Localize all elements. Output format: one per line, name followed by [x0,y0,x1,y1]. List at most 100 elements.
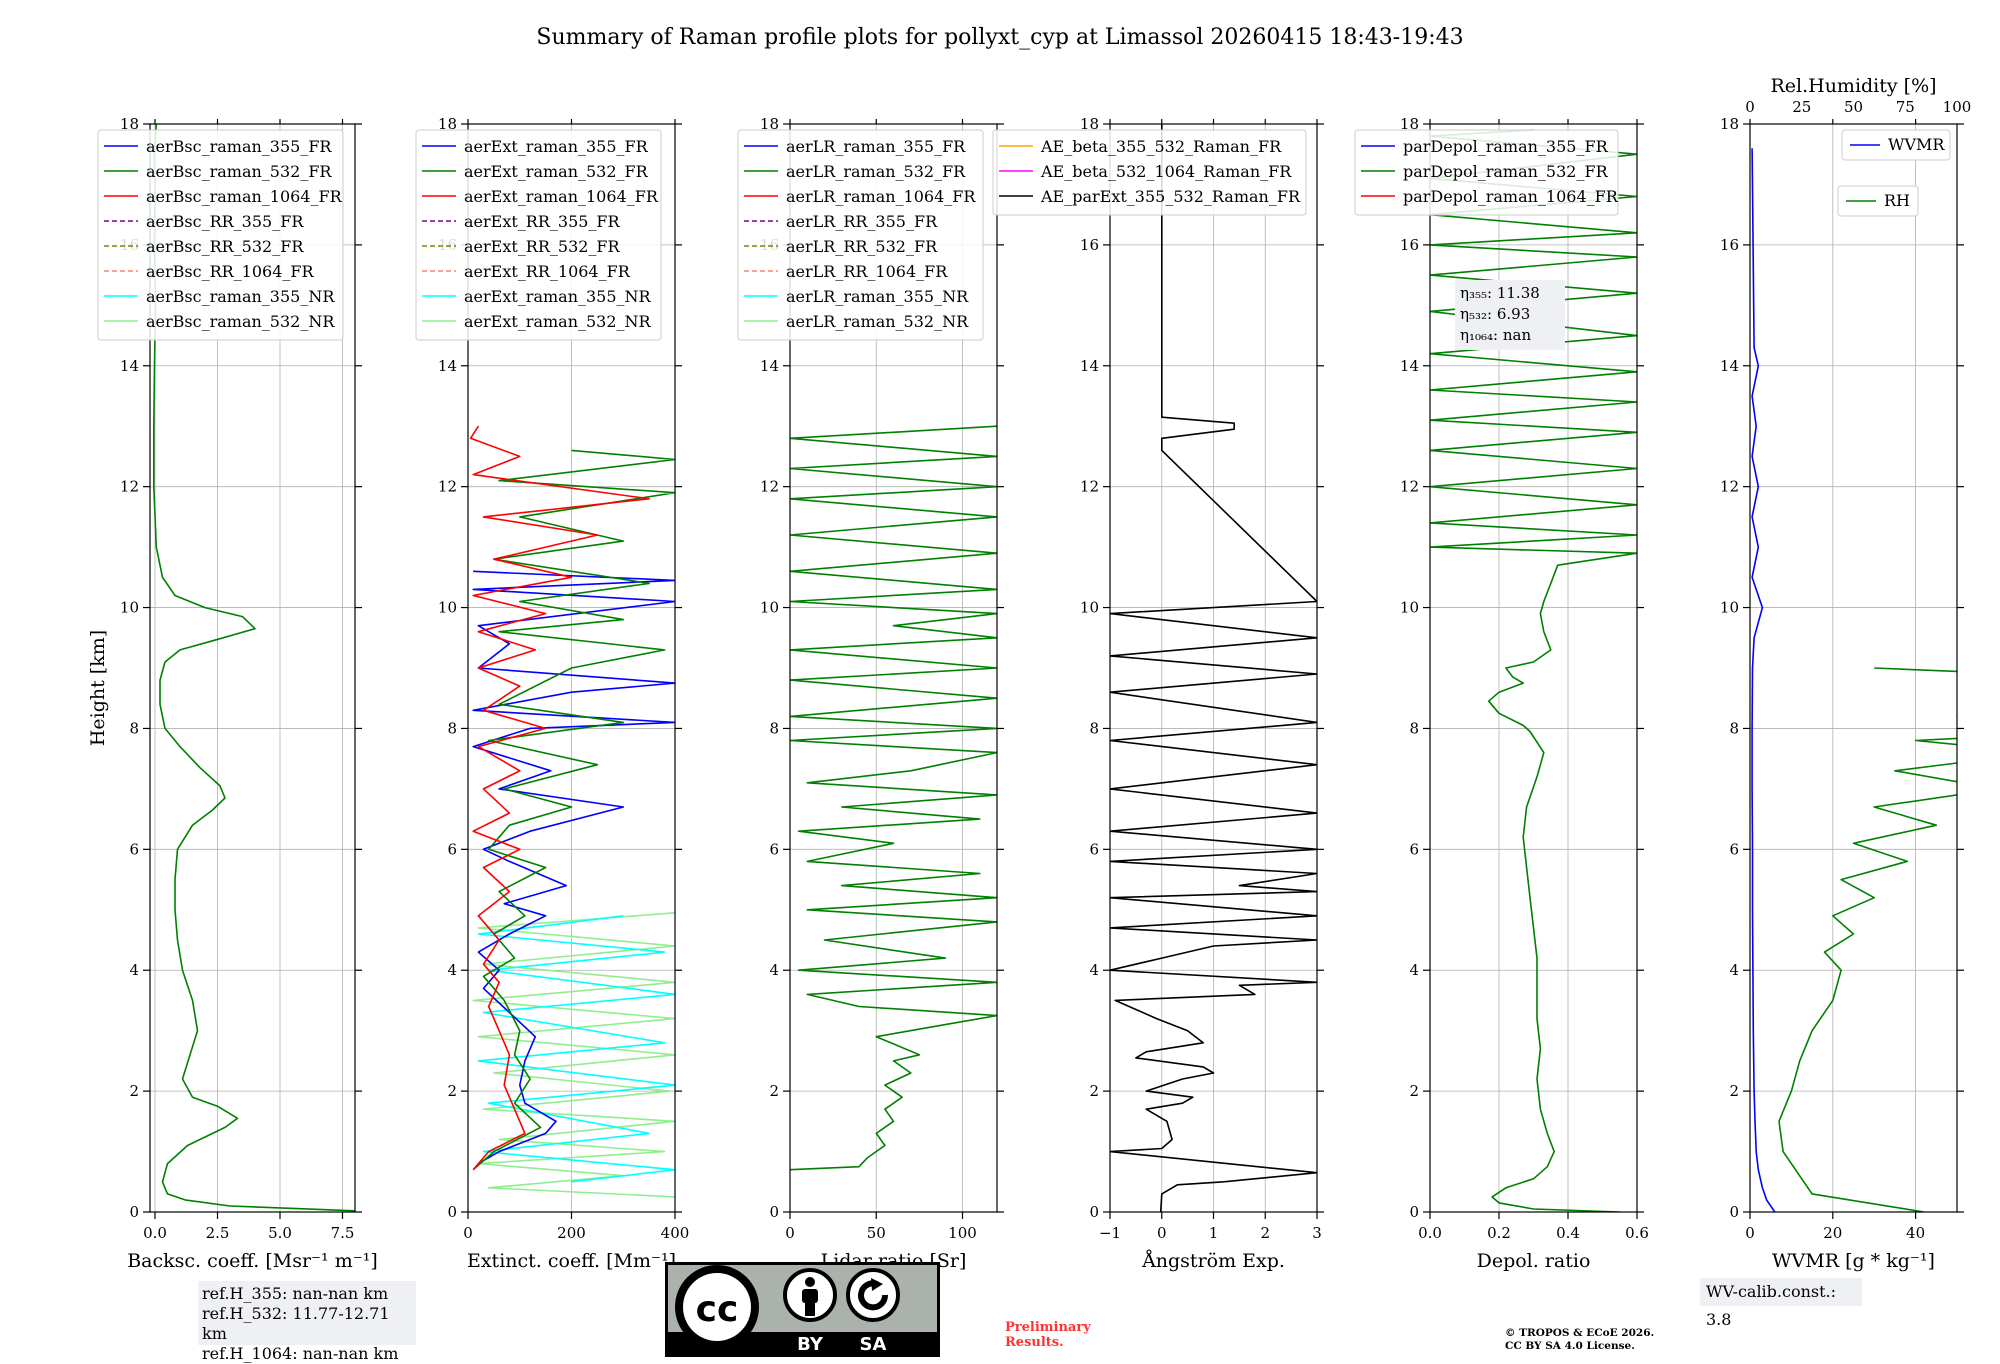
legend-label: aerExt_RR_355_FR [464,212,621,231]
legend-label: aerLR_raman_532_NR [786,312,969,331]
series-line-aerLR_raman_532_FR [790,425,997,1171]
top-tick-label: 100 [1943,98,1972,116]
y-tick-label: 10 [120,599,139,617]
y-tick-label: 6 [1409,840,1419,858]
legend-label: aerLR_RR_355_FR [786,212,938,231]
y-tick-label: 0 [129,1203,139,1221]
legend-label: AE_parExt_355_532_Raman_FR [1040,187,1301,206]
legend-label: aerBsc_raman_532_FR [146,162,332,181]
legend-label: parDepol_raman_355_FR [1403,137,1609,156]
y-tick-label: 8 [129,719,139,737]
y-tick-label: 12 [120,478,139,496]
top-axis-label: Rel.Humidity [%] [1770,75,1936,97]
cc-by-sa-badge: cc BY SA [665,1262,940,1357]
series-line-aerBsc_raman_532_FR [153,124,355,1212]
eta-label: η₁₀₆₄: nan [1460,326,1531,344]
y-tick-label: 12 [438,478,457,496]
y-tick-label: 0 [1409,1203,1419,1221]
axes-frame [1749,123,1958,1213]
panel-bsc: 0.02.55.07.5024681012141618Backsc. coeff… [97,115,378,1272]
legend: aerLR_raman_355_FR aerLR_raman_532_FR aerL… [737,129,984,341]
legend-label: aerLR_raman_532_FR [786,162,966,181]
x-tick-label: 7.5 [331,1224,355,1242]
legend: WVMR RH [1837,129,1951,217]
legend-label: aerExt_raman_355_FR [464,137,649,156]
y-tick-label: 12 [1080,478,1099,496]
y-tick-label: 4 [769,961,779,979]
y-tick-label: 10 [1080,599,1099,617]
y-tick-label: 6 [447,840,457,858]
legend-label: aerExt_raman_1064_FR [464,187,659,206]
legend-box [1354,129,1619,216]
series-line-RH [1778,667,1957,1212]
x-tick-label: 0.2 [1487,1224,1511,1242]
top-tick-label: 0 [1745,98,1755,116]
legend-label: parDepol_raman_1064_FR [1403,187,1619,206]
panel-wv: 0 20 40 0 2 4 6 8 10 12 14 16 18 WVMR [g * kg⁻¹] 0 25 50… [1720,75,1972,1272]
top-tick-label: 25 [1792,98,1811,116]
y-tick-label: 16 [1720,236,1739,254]
x-tick-label: 2.5 [206,1224,230,1242]
series-line-aerExt_raman_532_FR [472,449,675,1171]
legend-label: aerBsc_RR_532_FR [146,237,304,256]
y-tick-label: 0 [447,1203,457,1221]
sa-label: SA [860,1334,887,1355]
y-tick-label: 0 [1729,1203,1739,1221]
legend-box [415,129,662,341]
legend-label: aerLR_raman_1064_FR [786,187,976,206]
y-tick-label: 4 [129,961,139,979]
y-tick-label: 2 [447,1082,457,1100]
x-tick-label: 20 [1823,1224,1842,1242]
y-tick-label: 2 [769,1082,779,1100]
series-line-aerExt_raman_1064_FR [469,425,650,1171]
x-tick-label: 400 [661,1224,690,1242]
x-tick-label: 0.6 [1625,1224,1649,1242]
y-tick-label: 18 [760,115,779,133]
reference-height-box: ref.H_355: nan-nan km ref.H_532: 11.77-1… [198,1281,416,1363]
y-tick-label: 18 [1720,115,1739,133]
y-tick-label: 16 [1400,236,1419,254]
eta-box-bg [1455,280,1565,350]
x-tick-label: 3 [1312,1224,1322,1242]
ref-h-532: ref.H_532: 11.77-12.71 km [202,1304,390,1343]
legend-label: AE_beta_532_1064_Raman_FR [1040,162,1292,181]
x-tick-label: 0 [1157,1224,1167,1242]
x-tick-label: 200 [557,1224,586,1242]
y-tick-label: 12 [1400,478,1419,496]
y-tick-label: 18 [1400,115,1419,133]
by-person-icon [783,1268,837,1322]
by-label: BY [797,1334,824,1355]
panel-lr: 050100024681012141618Lidar ratio [Sr]aer… [737,115,1004,1272]
x-axis-label: WVMR [g * kg⁻¹] [1772,1250,1935,1272]
x-tick-label: 0 [463,1224,473,1242]
preliminary-note: Preliminary Results. [1005,1320,1091,1350]
x-tick-label: 5.0 [268,1224,292,1242]
copyright-line-1: © TROPOS & ECoE 2026. [1505,1327,1655,1339]
y-tick-label: 16 [1080,236,1099,254]
cc-circle-inner [683,1273,751,1341]
legend: aerBsc_raman_355_FR aerBsc_raman_532_FRae… [97,129,344,341]
y-tick-label: 8 [1089,719,1099,737]
preliminary-line-1: Preliminary [1005,1320,1091,1335]
y-tick-label: 14 [120,357,139,375]
x-tick-label: 0.4 [1556,1224,1580,1242]
legend-label: parDepol_raman_532_FR [1403,162,1609,181]
legend-box [1837,185,1919,217]
copyright-line-2: CC BY SA 4.0 License. [1505,1340,1635,1352]
legend-label: aerBsc_RR_1064_FR [146,262,315,281]
y-tick-label: 10 [438,599,457,617]
legend-label: aerBsc_raman_1064_FR [146,187,343,206]
y-tick-label: 18 [1080,115,1099,133]
legend: parDepol_raman_355_FR parDepol_raman_532_… [1354,129,1619,216]
legend-label: aerLR_RR_532_FR [786,237,938,256]
x-axis-label: Backsc. coeff. [Msr⁻¹ m⁻¹] [127,1250,378,1272]
y-tick-label: 6 [129,840,139,858]
legend-box [1841,129,1951,161]
y-tick-label: 6 [1089,840,1099,858]
y-tick-label: 2 [1089,1082,1099,1100]
legend-box [992,129,1307,216]
y-tick-label: 14 [1080,357,1099,375]
x-axis-label: Depol. ratio [1477,1250,1591,1272]
copyright-note: © TROPOS & ECoE 2026. CC BY SA 4.0 Licen… [1505,1327,1654,1353]
ref-h-355: ref.H_355: nan-nan km [202,1284,389,1303]
